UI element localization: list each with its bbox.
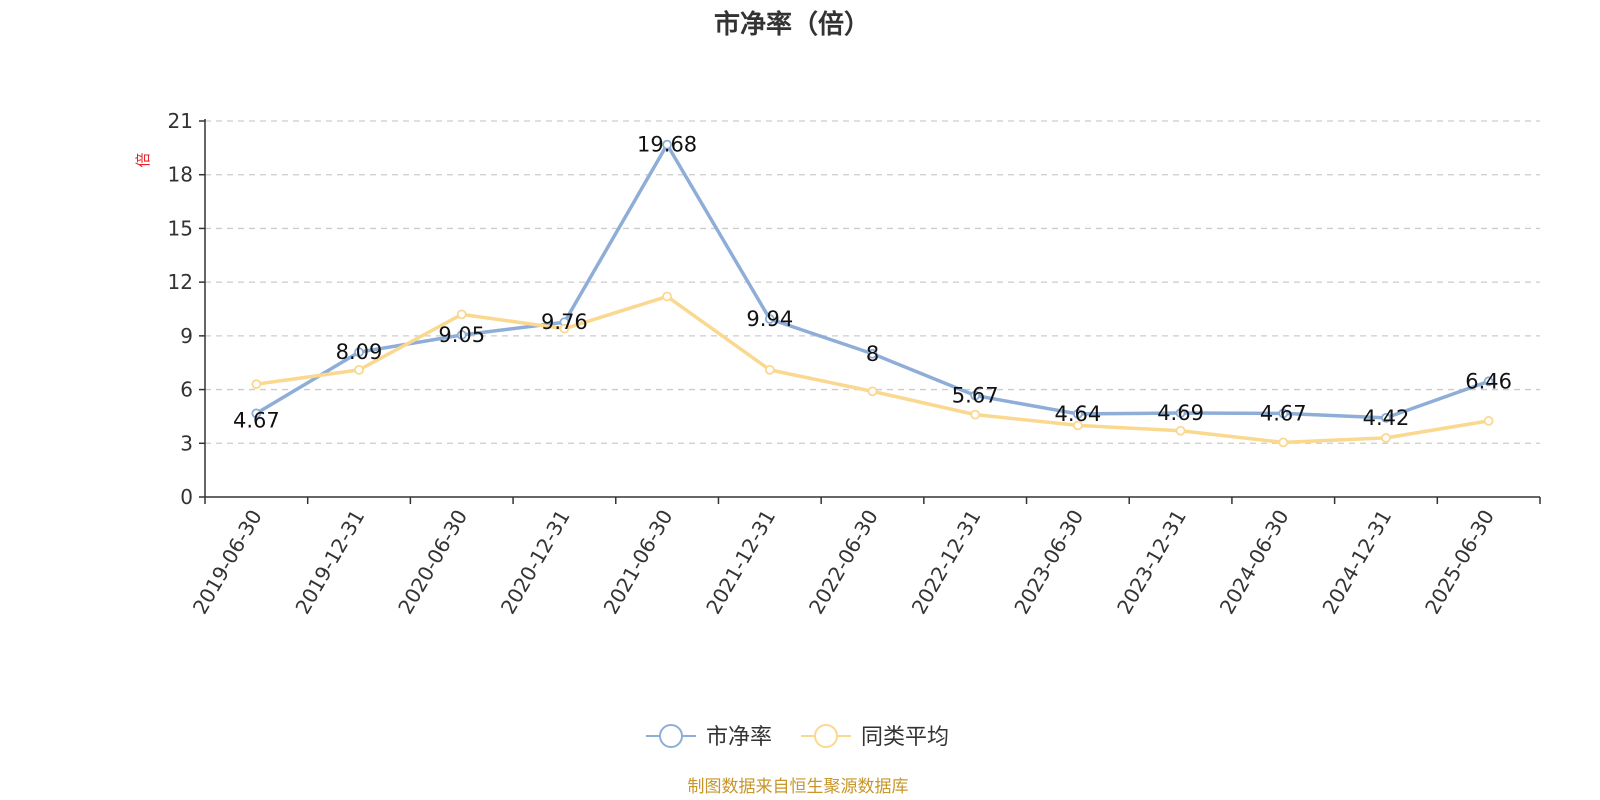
y-tick-label: 9 — [180, 324, 193, 348]
data-point-1 — [456, 330, 467, 340]
x-tick-label: 2021-12-31 — [701, 506, 780, 619]
grid-lines — [205, 120, 1540, 444]
x-tick-label: 2019-06-30 — [188, 506, 267, 619]
data-point-2 — [559, 323, 570, 334]
data-point-1 — [354, 347, 364, 358]
data-point-1 — [764, 314, 775, 324]
legend-swatch-marker — [659, 724, 683, 748]
data-point-2 — [1278, 437, 1289, 448]
data-point-1 — [1175, 408, 1186, 418]
data-label: 4.64 — [1055, 402, 1102, 426]
axes — [199, 119, 1541, 504]
data-point-2 — [456, 309, 467, 320]
data-label: 9.05 — [438, 323, 485, 347]
data-point-1 — [867, 348, 878, 359]
legend-swatch-marker — [814, 724, 838, 748]
data-point-2 — [1381, 433, 1391, 443]
y-tick-label: 0 — [180, 485, 193, 509]
x-tick-labels: 2019-06-30 2019-12-31 2020-06-30 2020-12-31… — [188, 506, 1499, 619]
x-tick-label: 2020-12-31 — [496, 506, 575, 619]
x-tick-label: 2019-12-31 — [290, 506, 369, 619]
x-tick-label: 2024-06-30 — [1215, 506, 1294, 619]
y-tick-label: 3 — [180, 431, 193, 455]
y-axis-label: 倍 — [134, 152, 152, 167]
legend[interactable]: 市净率 同类平均 — [646, 724, 949, 750]
data-point-2 — [662, 291, 673, 302]
series-lines — [251, 139, 1494, 448]
legend-label: 同类平均 — [861, 725, 949, 750]
data-point-2 — [354, 364, 364, 375]
y-tick-label: 21 — [168, 109, 193, 133]
x-tick-label: 2022-12-31 — [907, 506, 986, 619]
data-label: 4.67 — [233, 408, 280, 432]
data-label: 4.69 — [1157, 401, 1204, 425]
x-tick-label: 2023-06-30 — [1009, 506, 1088, 619]
data-label: 5.67 — [952, 383, 999, 407]
data-point-1 — [662, 139, 673, 150]
x-tick-label: 2025-06-30 — [1420, 506, 1499, 619]
data-label: 8 — [866, 342, 879, 366]
data-point-1 — [251, 408, 262, 419]
data-label: 8.09 — [336, 340, 383, 364]
data-point-1 — [1381, 412, 1391, 423]
y-tick-labels: 0 3 6 9 12 15 18 21 — [168, 109, 193, 509]
data-point-2 — [764, 364, 775, 375]
data-point-1 — [1072, 409, 1083, 419]
data-label: 9.94 — [746, 307, 793, 331]
data-label: 19.68 — [637, 133, 697, 157]
data-labels: 4.67 8.09 9.05 9.76 19.68 9.94 8 5.67 4.64 4.69 4.… — [233, 133, 1512, 433]
y-tick-label: 18 — [168, 163, 193, 187]
data-point-1 — [1483, 376, 1494, 387]
x-tick-label: 2022-06-30 — [804, 506, 883, 619]
data-point-2 — [1175, 425, 1186, 436]
legend-label: 市净率 — [706, 725, 772, 750]
x-tick-label: 2023-12-31 — [1112, 506, 1191, 619]
source-note: 制图数据来自恒生聚源数据库 — [688, 777, 909, 797]
data-point-1 — [1278, 408, 1289, 419]
data-point-2 — [1072, 420, 1083, 431]
series-line-1 — [255, 142, 1490, 420]
data-label: 4.67 — [1260, 401, 1307, 425]
x-tick-label: 2021-06-30 — [599, 506, 678, 619]
data-label: 4.42 — [1363, 406, 1410, 430]
y-tick-label: 12 — [168, 270, 193, 294]
data-point-1 — [970, 390, 981, 401]
data-label: 6.46 — [1465, 369, 1512, 393]
data-label: 9.76 — [541, 310, 588, 334]
data-point-2 — [1483, 416, 1494, 426]
chart-title: 市净率（倍） — [714, 9, 870, 40]
y-tick-label: 15 — [168, 216, 193, 240]
data-point-2 — [867, 386, 878, 397]
x-tick-label: 2020-06-30 — [393, 506, 472, 619]
y-tick-label: 6 — [180, 378, 193, 402]
x-tick-label: 2024-12-31 — [1317, 506, 1396, 619]
data-point-2 — [970, 409, 981, 420]
data-point-2 — [251, 379, 262, 390]
